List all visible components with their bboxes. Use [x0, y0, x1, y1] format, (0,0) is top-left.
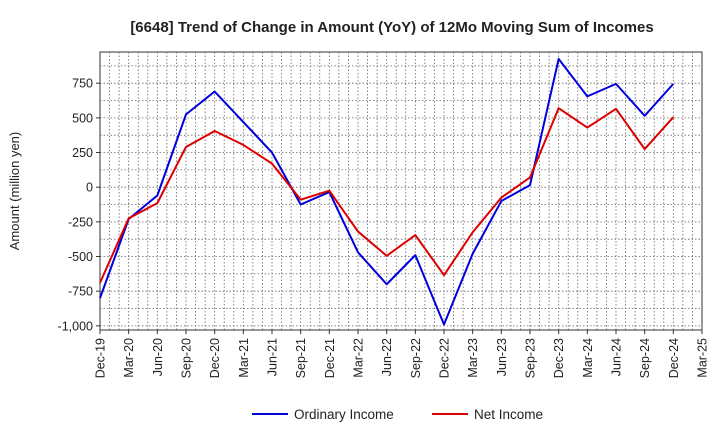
x-tick-label: Sep-20: [180, 338, 194, 378]
chart-title: [6648] Trend of Change in Amount (YoY) o…: [130, 19, 653, 36]
x-tick-label: Mar-22: [352, 338, 366, 378]
series-lines: [99, 57, 675, 326]
x-tick-label: Dec-21: [323, 338, 337, 378]
plot-frame: [99, 51, 703, 331]
legend-label: Net Income: [474, 407, 543, 422]
series-line-ordinary-income: [99, 57, 675, 326]
y-tick-label: 0: [86, 181, 93, 195]
x-axis-ticks: Dec-19 Mar-20 Jun-20 Sep-20 Dec-20 Mar-21 Jun-…: [94, 330, 710, 378]
x-tick-label: Dec-22: [438, 338, 452, 378]
x-tick-label: Mar-23: [466, 338, 480, 378]
x-tick-label: Mar-25: [696, 338, 710, 378]
y-tick-label: -500: [68, 250, 93, 264]
x-tick-label: Sep-24: [638, 338, 652, 378]
x-tick-label: Sep-23: [524, 338, 538, 378]
x-tick-label: Dec-23: [552, 338, 566, 378]
x-tick-label: Jun-21: [266, 338, 280, 376]
y-tick-label: 750: [72, 77, 93, 91]
grid: [100, 52, 702, 330]
x-tick-label: Sep-22: [409, 338, 423, 378]
x-tick-label: Dec-24: [667, 338, 681, 378]
y-tick-label: -1,000: [58, 319, 93, 333]
series-line-net-income: [99, 107, 675, 284]
y-axis-label: Amount (million yen): [7, 132, 22, 251]
legend-label: Ordinary Income: [294, 407, 394, 422]
legend: Ordinary Income Net Income: [252, 407, 543, 422]
x-tick-label: Jun-20: [151, 338, 165, 376]
x-tick-label: Jun-23: [495, 338, 509, 376]
x-tick-label: Dec-19: [94, 338, 108, 378]
y-tick-label: 500: [72, 111, 93, 125]
x-tick-label: Jun-22: [380, 338, 394, 376]
y-tick-label: -250: [68, 215, 93, 229]
x-tick-label: Dec-20: [208, 338, 222, 378]
y-tick-label: -750: [68, 285, 93, 299]
x-tick-label: Mar-24: [581, 338, 595, 378]
y-tick-label: 250: [72, 146, 93, 160]
x-tick-label: Mar-20: [122, 338, 136, 378]
y-axis-ticks: -1,000 -750 -500 -250 0 250 500 750: [58, 77, 100, 333]
x-tick-label: Sep-21: [294, 338, 308, 378]
plot-area: [100, 52, 702, 330]
x-tick-label: Mar-21: [237, 338, 251, 378]
x-tick-label: Jun-24: [610, 338, 624, 376]
